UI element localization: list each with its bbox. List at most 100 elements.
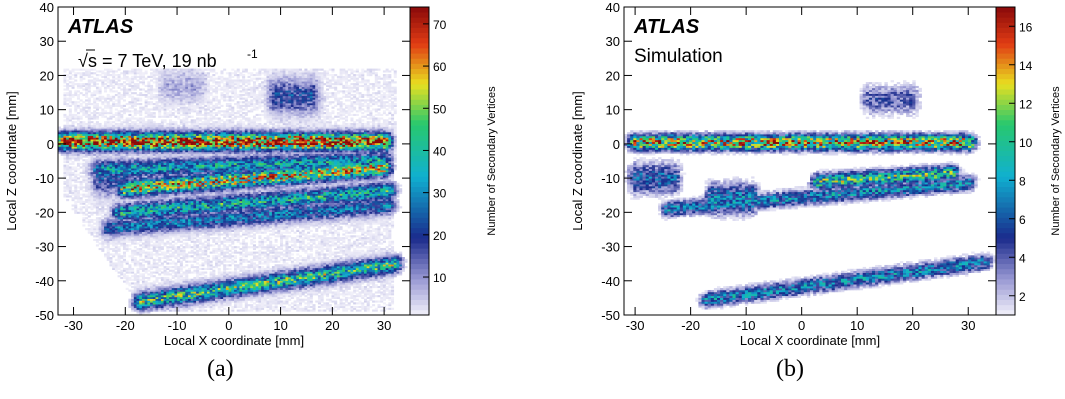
heatmap-cell bbox=[85, 193, 89, 196]
heatmap-cell bbox=[169, 295, 173, 298]
heatmap-cell bbox=[182, 235, 186, 238]
heatmap-cell bbox=[117, 271, 121, 274]
heatmap-cell bbox=[139, 255, 143, 258]
heatmap-cell bbox=[177, 305, 181, 309]
heatmap-cell bbox=[193, 287, 197, 290]
heatmap-cell bbox=[139, 235, 143, 238]
heatmap-cell bbox=[147, 286, 151, 289]
heatmap-cell bbox=[93, 189, 97, 193]
heatmap-cell bbox=[131, 209, 135, 213]
heatmap-cell bbox=[79, 77, 83, 80]
heatmap-cell bbox=[122, 228, 126, 231]
heatmap-cell bbox=[125, 226, 129, 229]
heatmap-cell bbox=[60, 135, 64, 138]
heatmap-cell bbox=[120, 220, 124, 223]
heatmap-cell bbox=[76, 83, 80, 86]
heatmap-cell bbox=[122, 99, 126, 102]
heatmap-cell bbox=[133, 238, 137, 242]
heatmap-cell bbox=[125, 240, 129, 243]
heatmap-cell bbox=[144, 148, 148, 151]
heatmap-cell bbox=[117, 204, 121, 207]
heatmap-cell bbox=[93, 106, 97, 109]
heatmap-cell bbox=[147, 302, 151, 305]
heatmap-cell bbox=[171, 300, 175, 303]
heatmap-cell bbox=[141, 231, 145, 234]
heatmap-cell bbox=[147, 177, 151, 180]
heatmap-cell bbox=[128, 240, 132, 243]
heatmap-cell bbox=[163, 298, 167, 301]
heatmap-cell bbox=[193, 189, 197, 193]
heatmap-cell bbox=[198, 293, 202, 296]
heatmap-cell bbox=[109, 189, 113, 193]
heatmap-cell bbox=[133, 130, 137, 133]
heatmap-cell bbox=[68, 90, 72, 93]
heatmap-cell bbox=[66, 166, 70, 169]
heatmap-cell bbox=[163, 137, 167, 140]
heatmap-cell bbox=[106, 81, 110, 84]
heatmap-cell bbox=[177, 260, 181, 263]
heatmap-cell bbox=[109, 79, 113, 82]
heatmap-cell bbox=[136, 182, 140, 185]
heatmap-cell bbox=[163, 200, 167, 203]
heatmap-cell bbox=[76, 95, 80, 98]
heatmap-cell bbox=[179, 70, 183, 73]
heatmap-cell bbox=[71, 157, 75, 160]
heatmap-cell bbox=[158, 307, 162, 310]
heatmap-cell bbox=[169, 88, 173, 91]
heatmap-cell bbox=[144, 204, 148, 207]
heatmap-cell bbox=[158, 249, 162, 252]
heatmap-cell bbox=[76, 101, 80, 104]
heatmap-cell bbox=[58, 139, 62, 142]
heatmap-cell bbox=[63, 70, 67, 73]
heatmap-cell bbox=[128, 110, 132, 113]
heatmap-cell bbox=[187, 237, 191, 240]
heatmap-cell bbox=[104, 202, 108, 205]
heatmap-cell bbox=[147, 124, 151, 127]
heatmap-cell bbox=[179, 133, 183, 136]
heatmap-cell bbox=[125, 220, 129, 223]
heatmap-cell bbox=[90, 141, 94, 144]
heatmap-cell bbox=[177, 304, 181, 307]
heatmap-cell bbox=[147, 159, 151, 162]
heatmap-cell bbox=[150, 184, 154, 187]
heatmap-cell bbox=[190, 188, 194, 191]
heatmap-cell bbox=[104, 126, 108, 129]
heatmap-cell bbox=[155, 124, 159, 127]
heatmap-cell bbox=[169, 262, 173, 265]
heatmap-cell bbox=[139, 208, 143, 211]
heatmap-cell bbox=[160, 84, 164, 88]
heatmap-cell bbox=[147, 247, 151, 251]
heatmap-cell bbox=[160, 95, 164, 98]
heatmap-cell bbox=[179, 155, 183, 158]
heatmap-cell bbox=[193, 293, 197, 296]
heatmap-cell bbox=[196, 104, 200, 107]
heatmap-cell bbox=[190, 215, 194, 218]
heatmap-cell bbox=[169, 238, 173, 242]
heatmap-cell bbox=[150, 141, 154, 144]
heatmap-cell bbox=[68, 92, 72, 95]
heatmap-cell bbox=[106, 246, 110, 249]
heatmap-cell bbox=[177, 159, 181, 162]
heatmap-cell bbox=[196, 188, 200, 191]
heatmap-cell bbox=[193, 170, 197, 173]
heatmap-cell bbox=[171, 133, 175, 136]
heatmap-cell bbox=[136, 224, 140, 227]
heatmap-cell bbox=[174, 86, 178, 89]
heatmap-cell bbox=[196, 124, 200, 127]
heatmap-cell bbox=[136, 197, 140, 200]
heatmap-cell bbox=[79, 137, 83, 140]
heatmap-cell bbox=[160, 184, 164, 187]
heatmap-cell bbox=[190, 224, 194, 227]
heatmap-cell bbox=[171, 173, 175, 176]
heatmap-cell bbox=[122, 179, 126, 182]
heatmap-cell bbox=[112, 191, 116, 194]
heatmap-cell bbox=[179, 135, 183, 138]
heatmap-cell bbox=[109, 233, 113, 236]
heatmap-cell bbox=[163, 113, 167, 116]
heatmap-cell bbox=[166, 282, 170, 285]
heatmap-cell bbox=[163, 307, 167, 310]
heatmap-cell bbox=[174, 195, 178, 198]
heatmap-cell bbox=[179, 295, 183, 298]
heatmap-cell bbox=[152, 189, 156, 193]
heatmap-cell bbox=[160, 215, 164, 218]
